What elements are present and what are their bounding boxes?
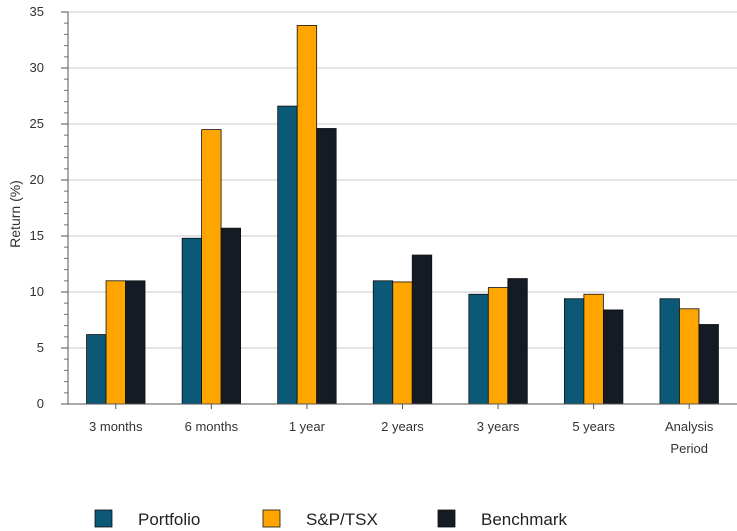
y-axis-title: Return (%) [7,180,23,248]
bar-s-p-tsx [201,129,222,405]
y-tick-label: 5 [37,340,44,355]
legend: Portfolio S&P/TSX Benchmark [94,509,567,529]
grid-lines [68,11,737,349]
legend-label: Portfolio [138,510,200,529]
x-tick-label: 2 years [381,419,424,434]
bar-portfolio [86,334,107,405]
bar-benchmark [125,280,146,405]
bar-portfolio [468,293,489,405]
bar-s-p-tsx [296,25,318,405]
x-tick-label: Period [670,441,708,456]
bars [86,25,719,405]
bar-s-p-tsx [392,281,413,405]
bar-benchmark [602,309,624,405]
y-tick-labels: 0 5 10 15 20 25 30 35 [30,4,44,411]
x-tick-label: 3 months [89,419,143,434]
bar-benchmark [220,227,242,405]
x-tick-label: 6 months [185,419,239,434]
axes [61,11,737,409]
bar-benchmark [507,278,528,405]
bar-portfolio [181,237,203,405]
x-tick-labels: 3 months 6 months 1 year 2 years 3 years 5 ye… [89,419,714,456]
bar-s-p-tsx [487,287,509,405]
y-tick-label: 25 [30,116,44,131]
bar-s-p-tsx [105,280,126,405]
y-tick-label: 15 [30,228,44,243]
legend-label: Benchmark [481,510,567,529]
bar-s-p-tsx [583,293,604,405]
bar-portfolio [372,280,394,405]
y-tick-label: 20 [30,172,44,187]
legend-swatch [437,509,456,528]
y-tick-label: 0 [37,396,44,411]
bar-benchmark [698,324,719,405]
x-tick-label: 3 years [477,419,520,434]
y-tick-label: 30 [30,60,44,75]
legend-swatch [262,509,281,528]
bar-portfolio [277,105,298,405]
bar-benchmark [411,254,433,405]
bar-s-p-tsx [679,308,700,405]
bar-portfolio [563,298,585,405]
bar-benchmark [316,128,337,405]
legend-swatch [94,509,113,528]
x-tick-label: 5 years [572,419,615,434]
bar-portfolio [659,298,680,405]
x-tick-label: Analysis [665,419,714,434]
y-tick-label: 35 [30,4,44,19]
x-tick-label: 1 year [289,419,326,434]
y-tick-label: 10 [30,284,44,299]
y-axis-minor-ticks [64,22,68,394]
legend-label: S&P/TSX [306,510,378,529]
